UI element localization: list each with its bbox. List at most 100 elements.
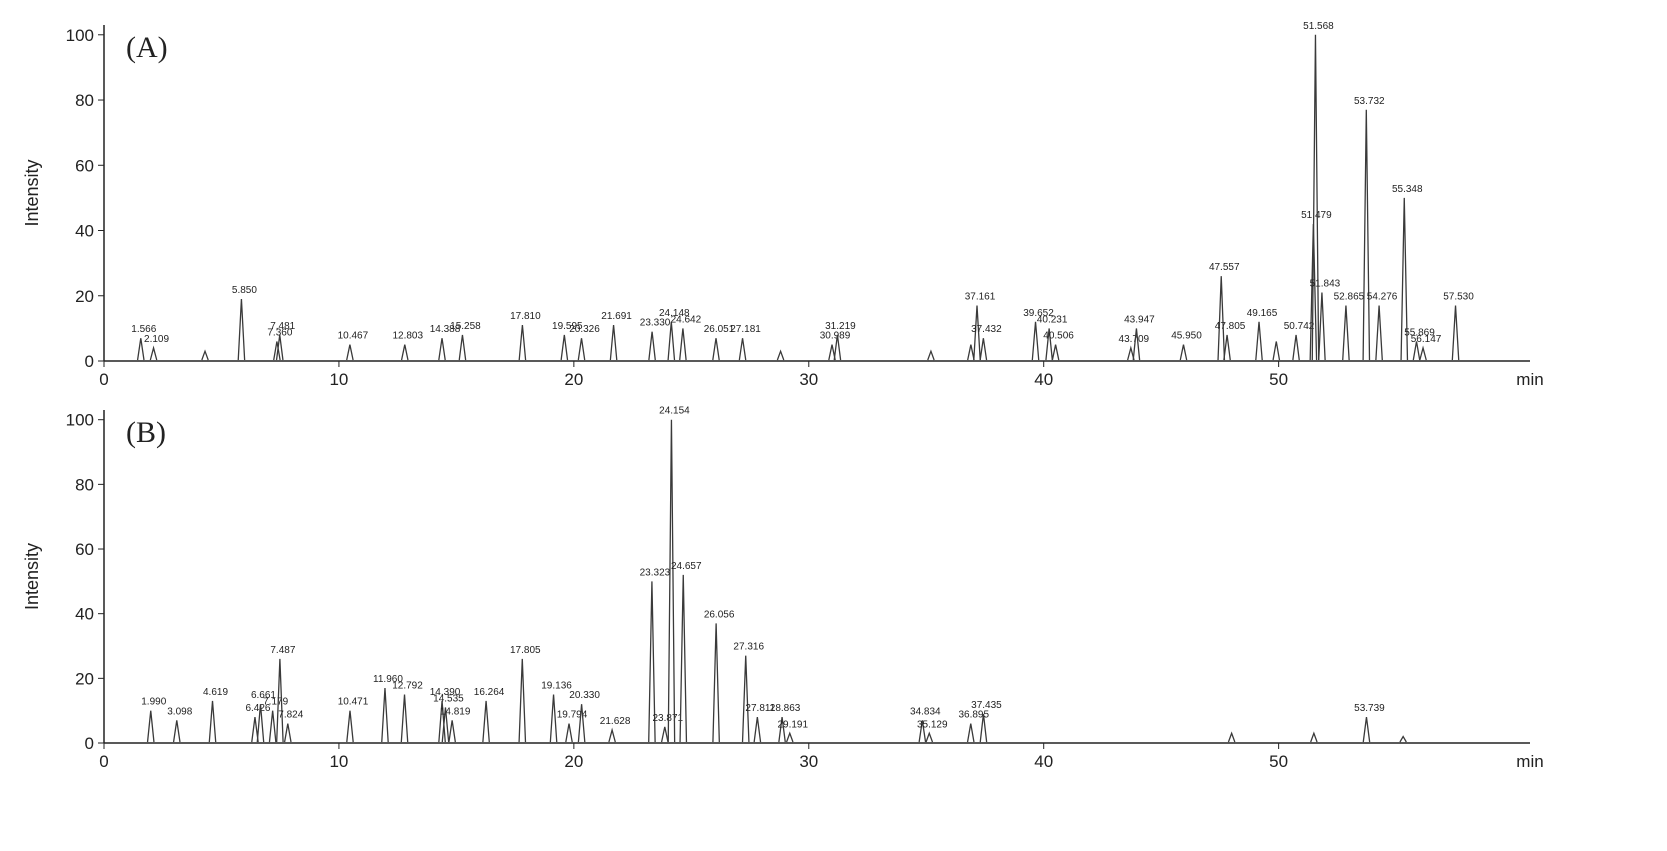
- peak-label: 27.316: [733, 642, 764, 653]
- peak-label: 14.819: [440, 706, 471, 717]
- peak: [609, 325, 618, 361]
- peak: [441, 707, 450, 743]
- x-tick-label: 20: [564, 370, 583, 389]
- peak-label: 11.960: [373, 674, 403, 685]
- peak: [438, 338, 446, 361]
- peak: [973, 305, 981, 361]
- peak: [660, 726, 669, 743]
- peak-label: 12.803: [392, 331, 423, 342]
- peak-label: 20.330: [569, 690, 600, 701]
- peak: [1223, 334, 1231, 361]
- peak-label: 31.219: [825, 321, 856, 332]
- peak-label: 14.535: [433, 693, 464, 704]
- peak-label: 43.947: [1124, 314, 1155, 325]
- peak: [712, 623, 720, 743]
- peak: [172, 720, 181, 743]
- x-tick-label: 30: [799, 370, 818, 389]
- peak: [608, 727, 616, 743]
- peak: [667, 419, 676, 743]
- peak-label: 7.179: [263, 697, 288, 708]
- x-tick-label: 30: [799, 752, 818, 771]
- y-tick-label: 100: [66, 411, 94, 430]
- peak: [1362, 717, 1371, 743]
- peak: [979, 713, 988, 743]
- peak-label: 17.805: [510, 645, 541, 656]
- peak-label: 14.390: [430, 687, 461, 698]
- peak-label: 40.506: [1043, 331, 1074, 342]
- y-tick-label: 80: [75, 91, 94, 110]
- peak: [833, 334, 842, 361]
- y-tick-label: 20: [75, 287, 94, 306]
- peak-label: 10.471: [338, 697, 369, 708]
- x-axis-label: min: [1516, 752, 1543, 771]
- peak: [149, 345, 158, 361]
- peak-label: 3.098: [167, 706, 192, 717]
- peak: [438, 700, 446, 743]
- peak: [560, 334, 569, 361]
- peak: [785, 731, 794, 743]
- peak-label: 52.865: [1334, 292, 1365, 303]
- peak: [648, 331, 656, 361]
- peak-label: 19.136: [541, 681, 572, 692]
- peak: [268, 710, 277, 743]
- peak-label: 55.869: [1404, 327, 1435, 338]
- peak-label: 51.568: [1303, 21, 1334, 32]
- peak: [136, 338, 145, 361]
- peak: [275, 334, 284, 361]
- peak: [276, 658, 284, 743]
- peak-label: 37.161: [965, 292, 996, 303]
- peak: [1412, 341, 1421, 361]
- peak: [283, 723, 292, 743]
- peak: [346, 710, 354, 743]
- peak-label: 21.691: [601, 311, 632, 322]
- peak-label: 45.950: [1171, 331, 1202, 342]
- peak-label: 7.487: [270, 645, 295, 656]
- peak: [667, 321, 676, 361]
- peak-label: 16.264: [474, 687, 505, 698]
- y-tick-label: 20: [75, 669, 94, 688]
- peak-label: 23.330: [640, 318, 671, 329]
- x-tick-label: 0: [99, 370, 108, 389]
- peak-label: 36.895: [958, 710, 989, 721]
- peak: [741, 655, 750, 743]
- peak-label: 5.850: [232, 285, 257, 296]
- y-tick-label: 60: [75, 156, 94, 175]
- peak: [1132, 328, 1141, 361]
- y-axis-label: Intensity: [22, 543, 42, 610]
- peak: [1375, 305, 1383, 361]
- peak-label: 27.181: [730, 324, 761, 335]
- peak: [346, 344, 354, 361]
- peak-label: 26.051: [704, 324, 735, 335]
- peak: [1451, 305, 1460, 361]
- peak-label: 24.154: [659, 406, 690, 417]
- y-tick-label: 60: [75, 540, 94, 559]
- peak: [381, 688, 389, 743]
- peak: [967, 344, 975, 361]
- x-tick-label: 50: [1269, 752, 1288, 771]
- peak-label: 54.276: [1367, 292, 1398, 303]
- peak: [679, 328, 687, 361]
- peak-label: 27.811: [745, 703, 775, 714]
- peak: [679, 574, 688, 743]
- peak: [201, 349, 209, 361]
- panel-label: (B): [126, 416, 166, 449]
- x-tick-label: 50: [1269, 370, 1288, 389]
- panel-label: (A): [126, 31, 168, 64]
- peak: [1399, 735, 1407, 743]
- peak: [1342, 305, 1350, 361]
- peak: [1179, 344, 1188, 361]
- peak-label: 37.432: [971, 324, 1002, 335]
- x-axis-label: min: [1516, 370, 1543, 389]
- peak: [251, 717, 259, 743]
- peak-label: 39.652: [1023, 308, 1054, 319]
- peak: [648, 581, 656, 743]
- peak: [918, 720, 927, 743]
- peak: [1217, 276, 1226, 361]
- peak: [518, 658, 527, 743]
- peak-label: 19.595: [552, 321, 583, 332]
- peak: [778, 717, 786, 743]
- peak: [1292, 334, 1300, 361]
- peak-label: 23.323: [640, 567, 671, 578]
- peak-label: 1.990: [141, 697, 166, 708]
- peak-label: 51.479: [1301, 210, 1332, 221]
